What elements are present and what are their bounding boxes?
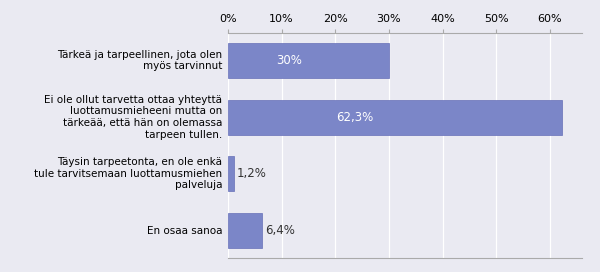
Bar (228, 213, 262, 248)
Bar (228, 43, 389, 78)
Bar (228, 156, 235, 191)
Text: 62,3%: 62,3% (337, 111, 374, 124)
Text: 1,2%: 1,2% (237, 167, 267, 180)
Text: 6,4%: 6,4% (265, 224, 295, 237)
Bar (228, 100, 562, 135)
Text: 30%: 30% (276, 54, 302, 67)
